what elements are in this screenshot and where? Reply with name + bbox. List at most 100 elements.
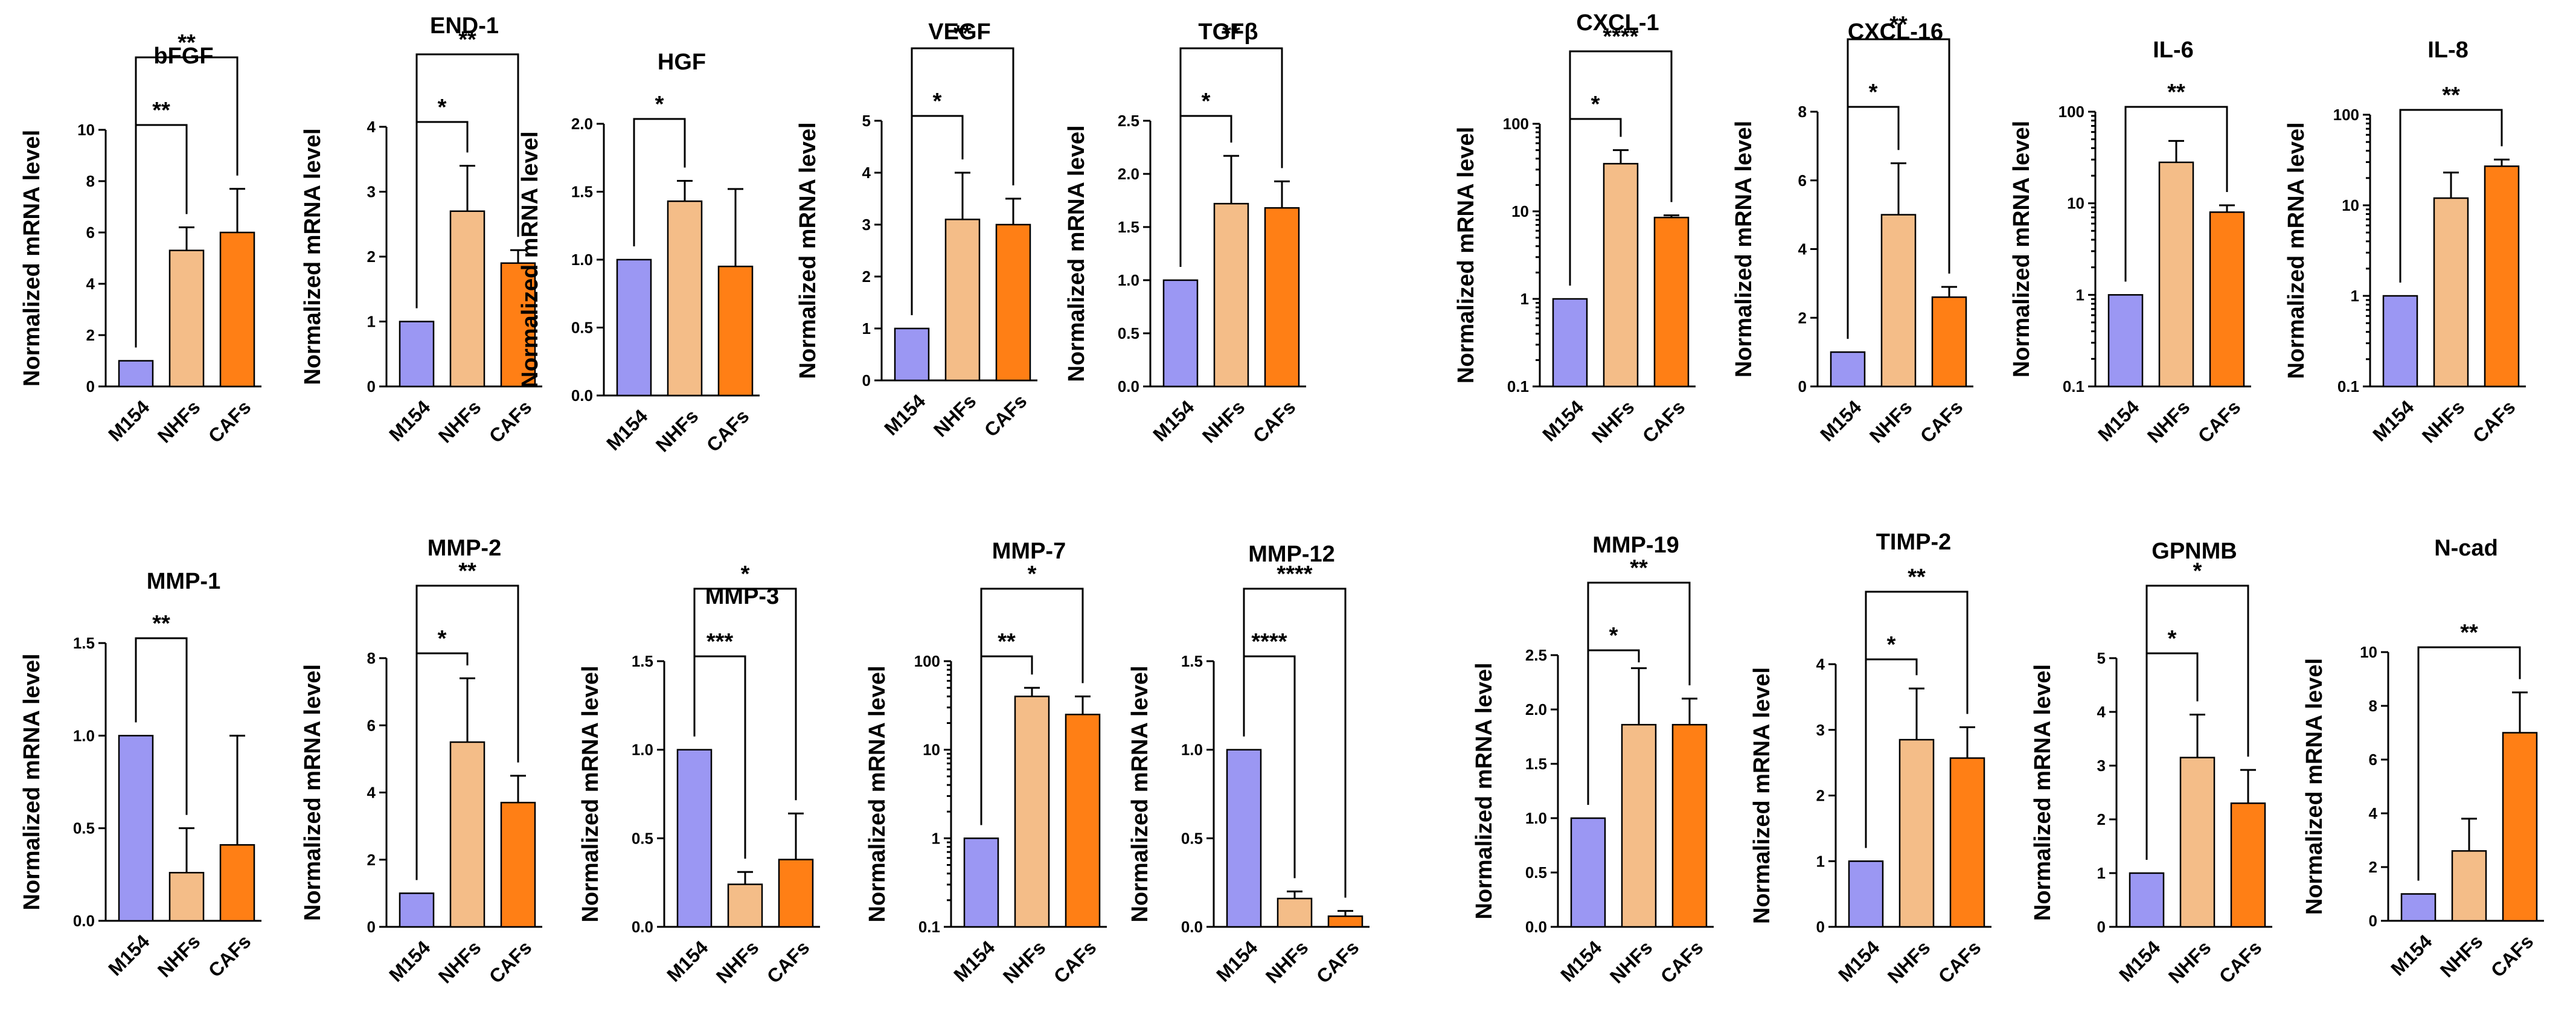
y-tick-label: 2 bbox=[2369, 858, 2377, 876]
bar-cafs bbox=[778, 859, 814, 928]
chart-title: END-1 bbox=[430, 13, 499, 39]
bar-nhfs bbox=[667, 200, 703, 397]
y-axis-label: Normalized mRNA level bbox=[2284, 122, 2309, 379]
bar-m154 bbox=[894, 327, 930, 382]
x-category-label: NHFs bbox=[153, 396, 205, 447]
y-tick-label: 0 bbox=[2097, 918, 2106, 936]
y-tick-label: 3 bbox=[2097, 757, 2106, 775]
bar-nhfs bbox=[1014, 696, 1050, 928]
x-category-label: M154 bbox=[1149, 396, 1198, 446]
chart-panel-15: TIMP-2 Normalized mRNA level 0 1 2 3 4 M154 NHFs… bbox=[1749, 530, 1991, 987]
y-tick-label: 10 bbox=[923, 741, 940, 759]
significance-label: ** bbox=[1630, 556, 1648, 581]
bar-nhfs bbox=[449, 741, 485, 928]
x-category-label: CAFs bbox=[204, 930, 255, 982]
significance-label: ** bbox=[2460, 620, 2478, 645]
bar-nhfs bbox=[2433, 197, 2469, 388]
bar-m154 bbox=[118, 360, 154, 388]
bar-cafs bbox=[2209, 211, 2245, 388]
x-category-label: NHFs bbox=[2164, 937, 2216, 988]
bar-m154 bbox=[1226, 749, 1262, 928]
significance-label: ** bbox=[178, 30, 196, 56]
x-category-label: NHFs bbox=[929, 390, 981, 441]
y-axis-label: Normalized mRNA level bbox=[19, 653, 45, 910]
significance-label: * bbox=[1887, 632, 1896, 658]
y-tick-label: 2.5 bbox=[1118, 112, 1139, 130]
chart-panel-14: MMP-19 Normalized mRNA level 0.0 0.5 1.0 1.5 2… bbox=[1472, 533, 1714, 987]
significance-bracket bbox=[1847, 38, 1950, 339]
y-tick-label: 0.5 bbox=[632, 829, 653, 847]
y-axis-label: Normalized mRNA level bbox=[1127, 665, 1153, 922]
y-tick-label: 0.5 bbox=[571, 319, 593, 337]
y-tick-label: 1 bbox=[2097, 864, 2106, 882]
x-category-label: CAFs bbox=[2194, 396, 2245, 447]
y-tick-label: 1 bbox=[367, 313, 376, 331]
y-tick-label: 10 bbox=[2360, 643, 2377, 661]
y-tick-label: 10 bbox=[77, 121, 95, 139]
y-tick-label: 0 bbox=[862, 371, 871, 389]
significance-label: *** bbox=[706, 629, 734, 655]
x-category-label: M154 bbox=[602, 405, 652, 455]
y-tick-label: 100 bbox=[1503, 115, 1529, 133]
y-tick-label: 4 bbox=[2097, 703, 2106, 721]
bar-m154 bbox=[1848, 860, 1884, 928]
y-tick-label: 1.5 bbox=[1118, 218, 1139, 236]
x-category-label: M154 bbox=[2386, 930, 2436, 980]
bar-m154 bbox=[2129, 872, 2165, 928]
bar-m154 bbox=[676, 749, 713, 928]
bar-cafs bbox=[500, 262, 536, 388]
bar-nhfs bbox=[1603, 162, 1639, 388]
y-tick-label: 0.1 bbox=[1507, 377, 1529, 395]
y-tick-label: 5 bbox=[2097, 649, 2106, 667]
y-tick-label: 1.5 bbox=[632, 652, 653, 670]
y-tick-label: 0.0 bbox=[1181, 918, 1203, 936]
y-axis-label: Normalized mRNA level bbox=[1749, 667, 1775, 924]
x-category-label: NHFs bbox=[1261, 937, 1313, 988]
y-tick-label: 1 bbox=[2076, 286, 2084, 304]
significance-label: * bbox=[1609, 623, 1618, 648]
x-category-label: CAFs bbox=[1049, 937, 1101, 988]
y-tick-label: 100 bbox=[2333, 106, 2359, 124]
significance-bracket bbox=[2417, 646, 2521, 881]
x-category-label: NHFs bbox=[2436, 930, 2487, 982]
y-axis-label: Normalized mRNA level bbox=[2009, 121, 2034, 377]
significance-bracket bbox=[1243, 588, 1347, 898]
bar-cafs bbox=[2484, 165, 2520, 388]
bar-nhfs bbox=[1277, 897, 1313, 928]
chart-panel-9: MMP-1 Normalized mRNA level 0.0 0.5 1.0 1.5 M1… bbox=[19, 569, 261, 981]
chart-title: CXCL-1 bbox=[1576, 10, 1659, 36]
chart-title: TIMP-2 bbox=[1876, 530, 1952, 555]
bar-nhfs bbox=[168, 872, 205, 922]
x-category-label: CAFs bbox=[763, 937, 814, 988]
y-tick-label: 8 bbox=[1798, 103, 1807, 121]
chart-title: HGF bbox=[658, 50, 706, 75]
x-category-label: NHFs bbox=[153, 930, 205, 982]
bar-cafs bbox=[1671, 723, 1708, 928]
y-tick-label: 100 bbox=[914, 652, 940, 670]
y-tick-label: 4 bbox=[1816, 655, 1825, 673]
chart-title: VEGF bbox=[928, 19, 990, 45]
y-tick-label: 1 bbox=[2351, 287, 2359, 305]
significance-bracket bbox=[633, 118, 686, 246]
bar-cafs bbox=[2230, 802, 2266, 928]
significance-bracket bbox=[2145, 584, 2249, 860]
significance-label: * bbox=[741, 562, 750, 587]
y-tick-label: 4 bbox=[862, 164, 871, 182]
chart-title: IL-8 bbox=[2427, 37, 2469, 63]
y-axis-label: Normalized mRNA level bbox=[865, 665, 890, 922]
chart-title: TGFβ bbox=[1198, 19, 1258, 45]
bar-m154 bbox=[2107, 294, 2144, 388]
x-category-label: CAFs bbox=[1638, 396, 1690, 447]
bar-m154 bbox=[1570, 817, 1606, 928]
y-tick-label: 0.0 bbox=[1525, 918, 1547, 936]
y-tick-label: 1.0 bbox=[1118, 271, 1139, 289]
bar-m154 bbox=[399, 892, 435, 928]
x-category-label: M154 bbox=[104, 930, 153, 980]
significance-bracket bbox=[1865, 591, 1969, 848]
significance-label: * bbox=[2168, 626, 2177, 652]
y-tick-label: 1.0 bbox=[632, 741, 653, 759]
y-tick-label: 0.1 bbox=[2337, 377, 2359, 395]
y-tick-label: 10 bbox=[2342, 196, 2359, 214]
y-tick-label: 1 bbox=[862, 319, 871, 338]
bar-nhfs bbox=[1880, 214, 1917, 388]
